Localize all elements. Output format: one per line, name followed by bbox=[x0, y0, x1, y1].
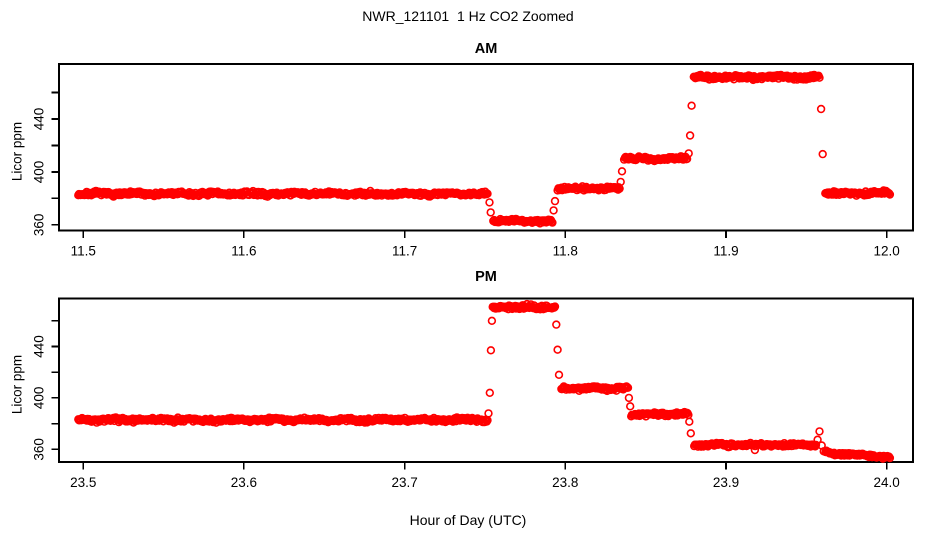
x-tick-label: 23.9 bbox=[713, 475, 739, 490]
data-point-marker bbox=[686, 429, 695, 438]
data-point-marker bbox=[623, 383, 633, 392]
data-point-marker bbox=[487, 316, 497, 325]
panel-am-title: AM bbox=[474, 41, 498, 57]
data-point-marker bbox=[485, 388, 494, 397]
x-tick-label: 11.9 bbox=[713, 244, 738, 259]
data-point-marker bbox=[549, 206, 558, 215]
data-point-marker bbox=[484, 409, 493, 418]
data-point-marker bbox=[818, 149, 827, 159]
x-tick-label: 11.5 bbox=[71, 244, 96, 259]
am-co2-series bbox=[74, 70, 895, 228]
data-point-marker bbox=[815, 427, 824, 436]
x-tick-label: 11.8 bbox=[553, 244, 578, 259]
x-tick-label: 11.7 bbox=[392, 244, 417, 259]
data-point-marker bbox=[682, 154, 692, 164]
data-point-marker bbox=[486, 346, 496, 355]
x-tick-label: 23.5 bbox=[70, 475, 96, 490]
data-point-marker bbox=[685, 131, 695, 140]
y-tick-label: 360 bbox=[32, 438, 47, 461]
pm-plot-frame bbox=[58, 297, 914, 463]
data-point-marker bbox=[548, 218, 557, 227]
data-point-marker bbox=[811, 440, 821, 450]
pm-co2-series bbox=[74, 299, 895, 463]
data-point-marker bbox=[815, 73, 824, 82]
data-point-marker bbox=[685, 417, 694, 426]
x-tick-label: 23.8 bbox=[552, 475, 578, 490]
x-axis-title: Hour of Day (UTC) bbox=[409, 512, 527, 528]
data-point-marker bbox=[616, 177, 625, 187]
data-point-marker bbox=[554, 370, 564, 379]
x-tick-label: 11.6 bbox=[231, 244, 256, 259]
data-point-marker bbox=[684, 149, 693, 158]
x-tick-label: 23.6 bbox=[231, 475, 257, 490]
am-tick-labels: 11.5 11.6 11.7 11.8 11.9 12.0 360 400 440 bbox=[32, 108, 900, 259]
chart-title: NWR_121101 1 Hz CO2 Zoomed bbox=[362, 8, 574, 24]
y-tick-label: 360 bbox=[32, 214, 47, 237]
data-point-marker bbox=[819, 447, 828, 456]
x-tick-label: 24.0 bbox=[873, 475, 899, 490]
pm-tick-labels: 23.5 23.6 23.7 23.8 23.9 24.0 360 400 440 bbox=[32, 335, 900, 490]
y-tick-label: 400 bbox=[32, 387, 47, 410]
data-point-marker bbox=[550, 196, 560, 206]
data-point-marker bbox=[483, 189, 492, 198]
data-point-marker bbox=[550, 302, 560, 311]
data-point-marker bbox=[816, 104, 826, 114]
x-tick-label: 12.0 bbox=[873, 244, 899, 259]
data-point-marker bbox=[553, 345, 562, 354]
x-tick-label: 23.7 bbox=[391, 475, 417, 490]
y-tick-label: 400 bbox=[32, 161, 47, 184]
data-point-marker bbox=[624, 393, 634, 403]
data-point-marker bbox=[486, 208, 495, 217]
data-point-marker bbox=[885, 190, 895, 199]
y-tick-label: 440 bbox=[32, 108, 47, 131]
data-point-marker bbox=[750, 445, 760, 455]
data-point-marker bbox=[885, 453, 895, 463]
data-point-marker bbox=[813, 435, 822, 444]
data-point-marker bbox=[485, 198, 494, 207]
data-point-marker bbox=[552, 320, 561, 329]
data-point-marker bbox=[687, 101, 696, 110]
panel-pm-title: PM bbox=[475, 269, 497, 285]
y-tick-label: 440 bbox=[32, 335, 47, 358]
data-point-marker bbox=[617, 167, 627, 176]
data-point-marker bbox=[625, 402, 635, 411]
am-axes bbox=[51, 63, 914, 238]
am-plot-frame bbox=[58, 63, 914, 232]
pm-axes bbox=[51, 297, 914, 470]
